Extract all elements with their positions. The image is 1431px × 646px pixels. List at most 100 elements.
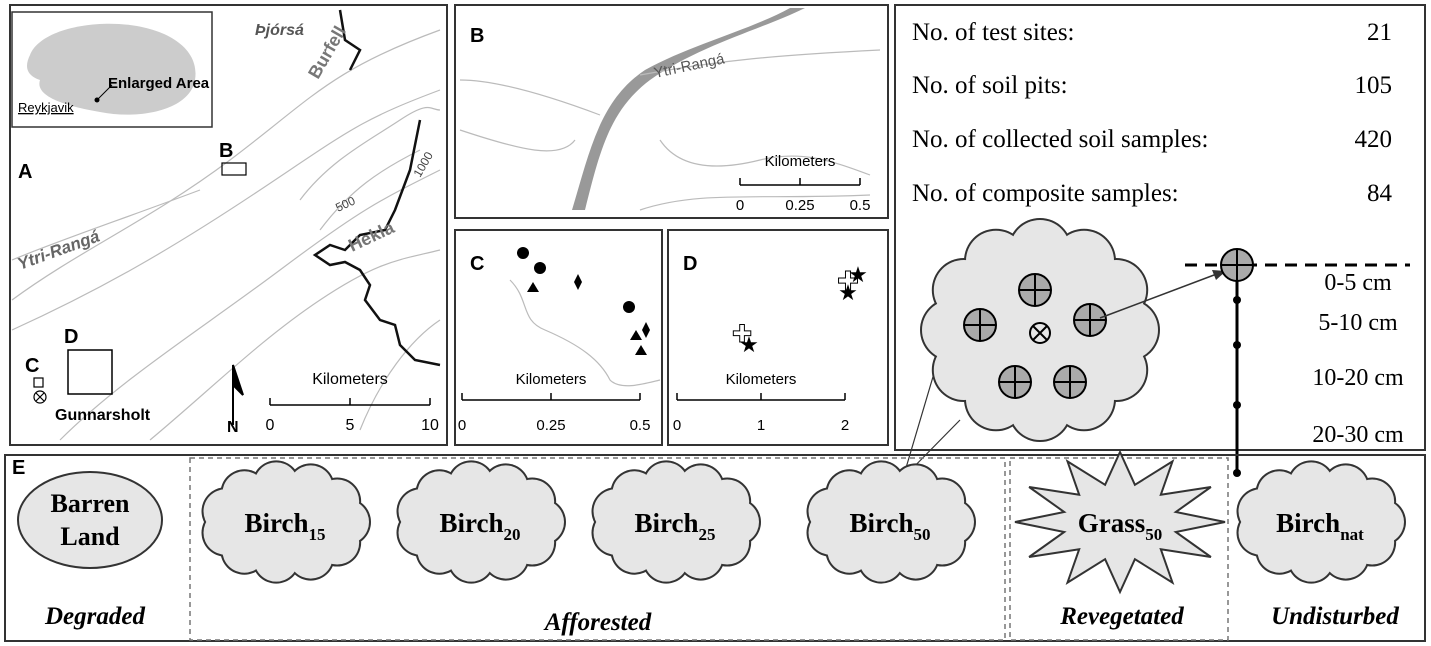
panel-label: B [470, 25, 484, 47]
barren-label: Barren [51, 489, 130, 518]
panel-b-map [459, 8, 881, 211]
stat-label: No. of soil pits: [912, 72, 1068, 99]
scale-tick: 0 [458, 417, 466, 434]
stat-label: No. of test sites: [912, 19, 1075, 46]
panel-label: E [12, 457, 25, 479]
svg-text:★: ★ [838, 280, 858, 305]
soil-pit-cross [1054, 366, 1086, 398]
scale-tick: 1 [757, 417, 765, 434]
scale-title: Kilometers [516, 371, 587, 388]
panel-d-frame [667, 229, 889, 446]
city-label: Reykjavik [18, 100, 74, 115]
site-label: Birch15 [244, 508, 325, 544]
site-subscript: 50 [914, 525, 931, 544]
scale-tick: 10 [421, 417, 439, 434]
depth-label: 0-5 cm [1324, 270, 1392, 296]
cloud-fill [613, 484, 737, 560]
panel-c-map [461, 247, 661, 401]
contour-label: 500 [333, 193, 357, 214]
svg-text:★: ★ [848, 262, 868, 287]
site-label: Gunnarsholt [55, 407, 151, 424]
site-label: Birch25 [634, 508, 715, 544]
soil-pit-cross [1221, 249, 1253, 281]
river-label: Þjórsá [255, 22, 304, 39]
depth-labels: 0-5 cm 5-10 cm 10-20 cm 20-30 cm [1312, 270, 1404, 448]
scale-tick: 0 [266, 417, 275, 434]
stat-label: No. of composite samples: [912, 180, 1179, 207]
panel-e-frame [4, 454, 1426, 642]
depth-label: 10-20 cm [1312, 365, 1404, 391]
stats-area [894, 4, 1426, 451]
marker-label: B [219, 140, 233, 162]
cloud-fill [952, 250, 1128, 410]
cloud-fill [1258, 484, 1382, 560]
stat-value: 84 [1367, 180, 1393, 207]
group-label: Revegetated [1059, 603, 1184, 630]
svg-text:★: ★ [739, 332, 759, 357]
connector [902, 369, 936, 479]
site-label: Birch50 [849, 508, 930, 544]
site-name: Birch [1276, 508, 1340, 538]
panel-c-frame [454, 229, 663, 446]
depth-label: 5-10 cm [1318, 310, 1398, 336]
site-name: Birch [849, 508, 913, 538]
stat-value: 420 [1355, 126, 1393, 153]
cloud-fill [223, 484, 347, 560]
site-label: Birch20 [439, 508, 520, 544]
site-labels: Birch15 Birch20 Birch25 Birch50 Grass50 Birch… [44, 508, 1399, 636]
center-pit [1029, 322, 1051, 344]
depth-label: 20-30 cm [1312, 422, 1404, 448]
stat-value: 21 [1367, 19, 1392, 46]
inset-label: Enlarged Area [108, 75, 210, 92]
site-subscript: nat [1340, 525, 1364, 544]
afforested-box [189, 457, 1006, 641]
site-name: Birch [244, 508, 308, 538]
panel-a-map [11, 9, 441, 441]
north-label: N [227, 419, 239, 436]
site-label: Grass50 [1078, 508, 1163, 544]
site-label: Birchnat [1276, 508, 1364, 544]
scale-title: Kilometers [312, 371, 388, 388]
svg-text:✚: ✚ [732, 321, 752, 348]
marker-label: D [64, 326, 78, 348]
panel-b-frame [454, 4, 889, 219]
soil-pit-cross [964, 309, 996, 341]
site-name: Birch [634, 508, 698, 538]
scale-tick: 0.25 [785, 197, 814, 214]
site-subscript: 20 [504, 525, 521, 544]
panel-label: C [470, 253, 484, 275]
mountain-label: Hekla [345, 217, 398, 256]
site-subscript: 15 [309, 525, 326, 544]
barren-shape [17, 471, 163, 569]
site-subscript: 25 [699, 525, 716, 544]
panel-label: A [18, 161, 32, 183]
cloud-fill [828, 484, 952, 560]
scale-title: Kilometers [726, 371, 797, 388]
group-label: Afforested [543, 609, 652, 636]
panel-label: D [683, 253, 697, 275]
arrow [1099, 271, 1223, 319]
scale-title: Kilometers [765, 153, 836, 170]
panel-d-map: ✚ ★ ★ ✚ ★ [676, 262, 868, 401]
cloud-fill [418, 484, 542, 560]
site-name: Birch [439, 508, 503, 538]
stat-value: 105 [1355, 72, 1393, 99]
stats: No. of test sites: 21 No. of soil pits: 105… [912, 19, 1393, 207]
marker-label: C [25, 355, 39, 377]
site-name: Grass [1078, 508, 1146, 538]
scale-tick: 5 [346, 417, 355, 434]
scale-tick: 2 [841, 417, 849, 434]
scale-tick: 0 [736, 197, 744, 214]
sampling-scheme [902, 218, 1410, 479]
scale-tick: 0.5 [850, 197, 871, 214]
stat-label: No. of collected soil samples: [912, 126, 1208, 153]
barren-label: Land [60, 522, 120, 551]
soil-pit-cross [1074, 304, 1106, 336]
soil-pit-cross [999, 366, 1031, 398]
panel-a-frame [9, 4, 448, 446]
site-subscript: 50 [1145, 525, 1162, 544]
soil-pit-cross [1019, 274, 1051, 306]
site-shapes [201, 449, 1406, 595]
mountain-label: Burfell [304, 23, 350, 82]
